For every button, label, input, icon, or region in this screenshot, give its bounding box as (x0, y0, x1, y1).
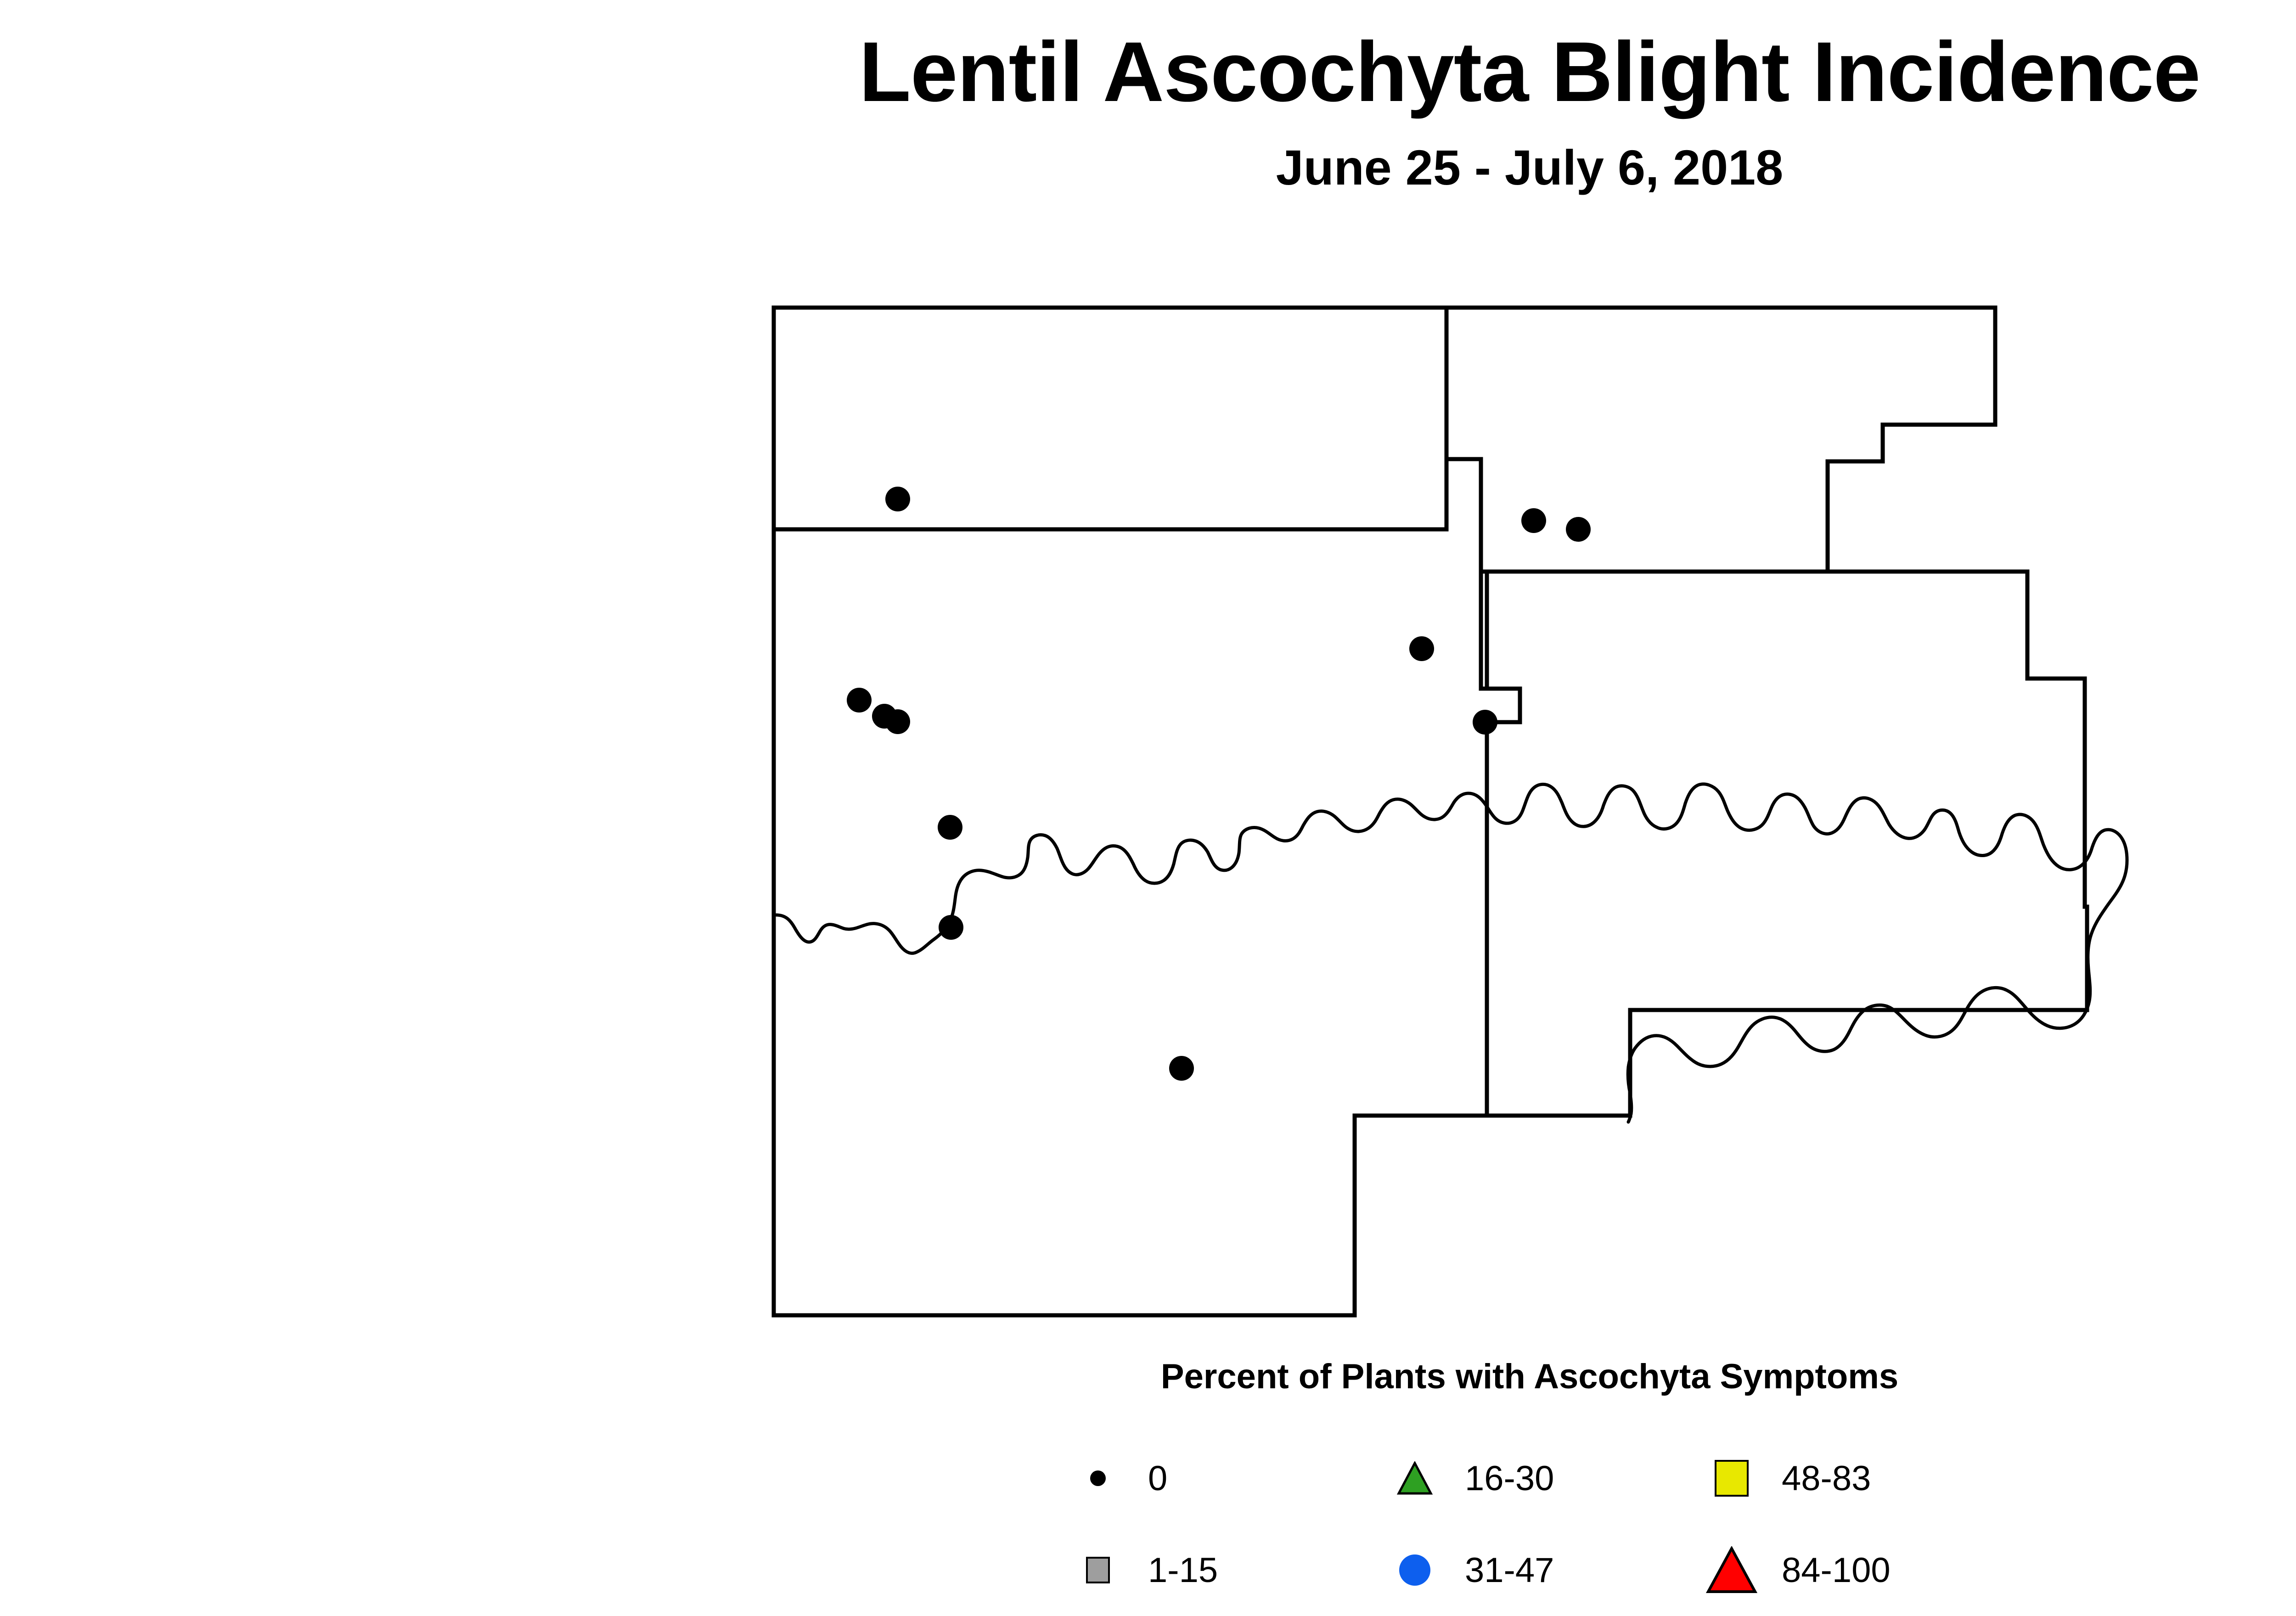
data-point[interactable] (1566, 517, 1591, 542)
legend-item-label: 84-100 (1782, 1550, 1891, 1590)
data-point[interactable] (885, 709, 910, 734)
data-point[interactable] (1169, 1056, 1194, 1081)
triangle-marker-icon (1371, 1461, 1458, 1495)
legend-item-31-47[interactable]: 31-47 (1371, 1550, 1688, 1590)
data-point[interactable] (1409, 636, 1434, 661)
legend-row-top: 0 16-30 48-83 (1054, 1432, 2005, 1524)
legend-item-label: 0 (1148, 1459, 1168, 1498)
legend-item-label: 1-15 (1148, 1550, 1218, 1590)
legend-item-16-30[interactable]: 16-30 (1371, 1459, 1688, 1498)
legend: Percent of Plants with Ascochyta Symptom… (0, 1357, 2296, 1616)
triangle-marker-icon (1688, 1546, 1775, 1594)
legend-grid: 0 16-30 48-83 (1054, 1432, 2005, 1616)
county-outline-sw (771, 457, 1522, 1318)
county-outline-nw (771, 305, 1449, 532)
page-subtitle: June 25 - July 6, 2018 (1276, 140, 1784, 196)
county-outline-e (1481, 569, 2089, 1118)
data-point-layer (847, 487, 1591, 1081)
title-block: Lentil Ascochyta Blight Incidence June 2… (0, 28, 2296, 194)
river-line (774, 782, 2129, 1124)
page-title: Lentil Ascochyta Blight Incidence (859, 25, 2201, 119)
circle-marker-icon (1371, 1553, 1458, 1587)
legend-item-label: 16-30 (1465, 1459, 1554, 1498)
legend-item-48-83[interactable]: 48-83 (1688, 1459, 2005, 1498)
data-point[interactable] (938, 815, 962, 840)
legend-title: Percent of Plants with Ascochyta Symptom… (1160, 1357, 1899, 1396)
legend-item-1-15[interactable]: 1-15 (1054, 1550, 1371, 1590)
legend-item-0[interactable]: 0 (1054, 1459, 1371, 1498)
circle-marker-icon (1054, 1470, 1142, 1486)
legend-item-label: 31-47 (1465, 1550, 1554, 1590)
data-point[interactable] (1473, 710, 1497, 735)
river-boundary (774, 782, 2129, 1124)
data-point[interactable] (885, 487, 910, 511)
square-marker-icon (1054, 1557, 1142, 1583)
legend-row-bottom: 1-15 31-47 84-10 (1054, 1524, 2005, 1616)
legend-item-84-100[interactable]: 84-100 (1688, 1546, 2005, 1594)
county-boundaries (771, 305, 2089, 1318)
data-point[interactable] (847, 688, 872, 713)
data-point[interactable] (939, 915, 963, 940)
legend-item-label: 48-83 (1782, 1459, 1871, 1498)
data-point[interactable] (1521, 508, 1546, 533)
square-marker-icon (1688, 1460, 1775, 1497)
